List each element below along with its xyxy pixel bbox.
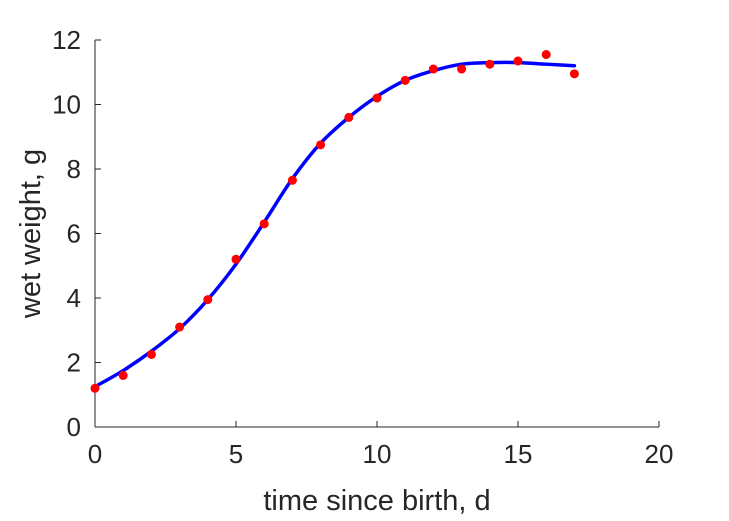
data-point [118, 370, 128, 380]
data-point [90, 383, 100, 393]
y-tick-label: 2 [67, 348, 81, 378]
data-point [428, 64, 438, 74]
data-point [344, 112, 354, 122]
x-tick-label: 5 [229, 439, 243, 469]
x-tick-label: 10 [363, 439, 392, 469]
data-point [541, 50, 551, 60]
y-tick-label: 4 [67, 283, 81, 313]
data-point [231, 254, 241, 264]
data-point [259, 219, 269, 229]
data-point [316, 140, 326, 150]
data-point [146, 349, 156, 359]
x-axis-label: time since birth, d [263, 485, 490, 517]
data-point [372, 93, 382, 103]
data-point [400, 75, 410, 85]
data-point [485, 59, 495, 69]
x-tick-label: 0 [88, 439, 102, 469]
y-tick-label: 8 [67, 154, 81, 184]
x-tick-label: 15 [504, 439, 533, 469]
plot-area [90, 50, 579, 393]
x-tick-label: 20 [645, 439, 674, 469]
data-point [203, 295, 213, 305]
y-tick-label: 6 [67, 219, 81, 249]
data-point [513, 56, 523, 66]
data-point [175, 322, 185, 332]
fit-curve [93, 60, 577, 389]
data-point [569, 69, 579, 79]
y-tick-label: 10 [52, 90, 81, 120]
data-point [457, 64, 467, 74]
y-tick-label: 0 [67, 412, 81, 442]
data-point [287, 175, 297, 185]
y-tick-label: 12 [52, 25, 81, 55]
y-axis-label: wet weight, g [15, 149, 47, 319]
ticks: 0 5 10 15 20 0 2 4 6 8 10 12 [52, 25, 673, 469]
